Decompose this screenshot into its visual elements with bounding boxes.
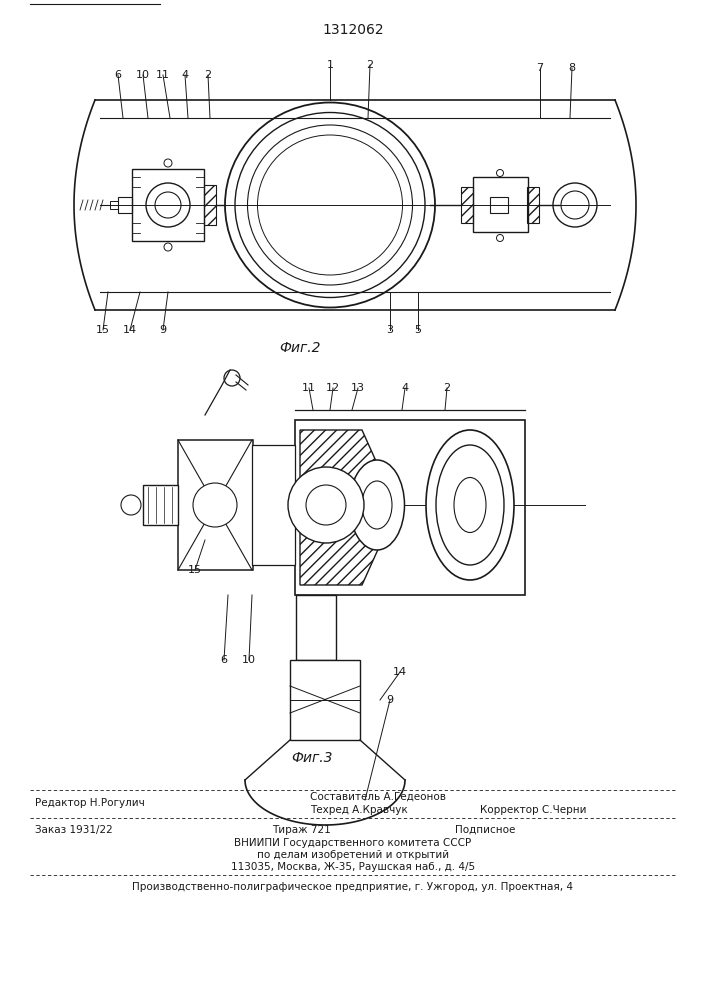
Text: по делам изобретений и открытий: по делам изобретений и открытий: [257, 850, 449, 860]
Text: 15: 15: [96, 325, 110, 335]
Bar: [178, 440, 253, 570]
Text: Фиг.3: Фиг.3: [291, 751, 333, 765]
Bar: [490, 197, 508, 213]
Text: 13: 13: [351, 383, 365, 393]
Text: ВНИИПИ Государственного комитета СССР: ВНИИПИ Государственного комитета СССР: [235, 838, 472, 848]
Text: 14: 14: [123, 325, 137, 335]
Text: 4: 4: [402, 383, 409, 393]
Text: 11: 11: [302, 383, 316, 393]
Text: Заказ 1931/22: Заказ 1931/22: [35, 825, 112, 835]
Text: 9: 9: [387, 695, 394, 705]
Ellipse shape: [426, 430, 514, 580]
Circle shape: [288, 467, 364, 543]
Ellipse shape: [436, 445, 504, 565]
Text: 7: 7: [537, 63, 544, 73]
Bar: [132, 169, 204, 241]
Bar: [118, 197, 132, 213]
Text: 2: 2: [204, 70, 211, 80]
Text: Редактор Н.Рогулич: Редактор Н.Рогулич: [35, 798, 145, 808]
Text: 4: 4: [182, 70, 189, 80]
Circle shape: [193, 483, 237, 527]
Text: 1312062: 1312062: [322, 23, 384, 37]
Text: 113035, Москва, Ж-35, Раушская наб., д. 4/5: 113035, Москва, Ж-35, Раушская наб., д. …: [231, 862, 475, 872]
Bar: [110, 201, 118, 209]
Bar: [143, 485, 178, 525]
Bar: [295, 420, 525, 595]
Text: 8: 8: [568, 63, 575, 73]
Text: 14: 14: [393, 667, 407, 677]
Text: 1: 1: [327, 60, 334, 70]
Text: 15: 15: [188, 565, 202, 575]
Text: 9: 9: [160, 325, 167, 335]
Text: 6: 6: [221, 655, 228, 665]
Text: 12: 12: [326, 383, 340, 393]
Text: 11: 11: [156, 70, 170, 80]
Bar: [461, 187, 473, 223]
Text: Составитель А.Гедеонов: Составитель А.Гедеонов: [310, 792, 446, 802]
Text: Фиг.2: Фиг.2: [279, 341, 321, 355]
Text: 10: 10: [136, 70, 150, 80]
Bar: [290, 660, 360, 740]
Text: 5: 5: [414, 325, 421, 335]
Circle shape: [121, 495, 141, 515]
Text: 2: 2: [366, 60, 373, 70]
Text: Техред А.Кравчук: Техред А.Кравчук: [310, 805, 408, 815]
Bar: [204, 185, 216, 225]
Text: Производственно-полиграфическое предприятие, г. Ужгород, ул. Проектная, 4: Производственно-полиграфическое предприя…: [132, 882, 573, 892]
Text: Подписное: Подписное: [455, 825, 515, 835]
Ellipse shape: [349, 460, 404, 550]
Text: 2: 2: [443, 383, 450, 393]
Bar: [252, 445, 295, 565]
Text: 6: 6: [115, 70, 122, 80]
Bar: [296, 595, 336, 660]
Text: Корректор С.Черни: Корректор С.Черни: [480, 805, 587, 815]
Text: 3: 3: [387, 325, 394, 335]
Bar: [473, 177, 528, 232]
Text: Тираж 721: Тираж 721: [272, 825, 331, 835]
Text: 10: 10: [242, 655, 256, 665]
Bar: [527, 187, 539, 223]
